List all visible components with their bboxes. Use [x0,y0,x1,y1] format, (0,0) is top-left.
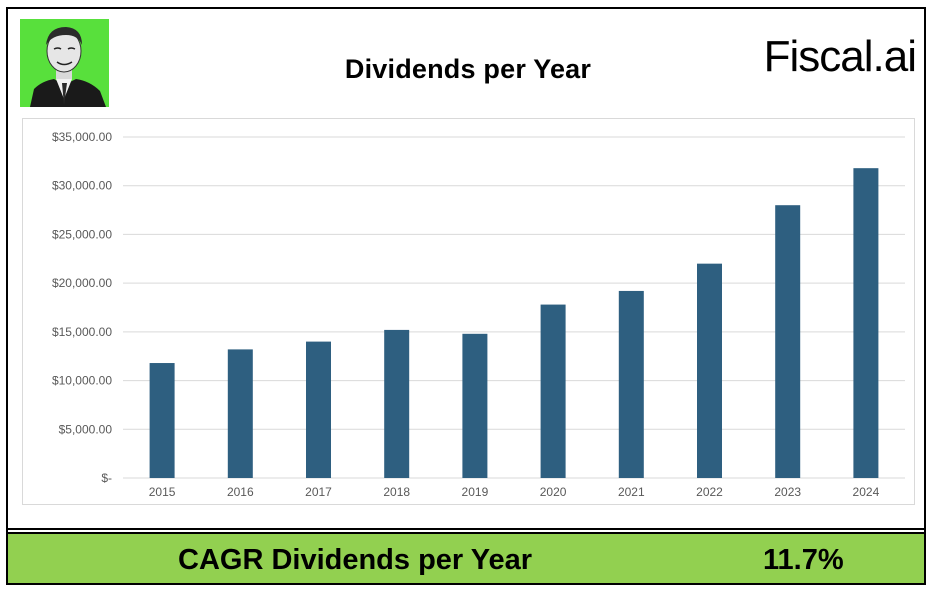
y-tick-label: $35,000.00 [52,130,112,144]
bar-2019 [462,333,488,478]
x-tick-label: 2024 [853,485,880,499]
bar-2022 [697,263,722,478]
x-tick-label: 2022 [696,485,723,499]
cagr-footer: CAGR Dividends per Year 11.7% [6,532,926,585]
bar-2020 [540,304,566,478]
x-tick-label: 2023 [774,485,801,499]
chart-area: $- $5,000.00 $10,000.00 $15,000.00 $20,000.0… [22,118,915,505]
bar-2023 [775,205,801,478]
bar-2018 [384,329,410,478]
y-tick-label: $5,000.00 [59,422,113,436]
person-portrait-icon [20,19,109,107]
x-tick-label: 2020 [540,485,567,499]
divider [6,528,926,530]
author-avatar [20,19,109,107]
x-tick-label: 2016 [227,485,254,499]
bar-2024 [853,168,879,479]
x-tick-label: 2021 [618,485,645,499]
cagr-label: CAGR Dividends per Year [178,544,533,576]
chart-title: Dividends per Year [344,54,592,84]
y-tick-label: $20,000.00 [52,276,112,290]
bar-2015 [149,363,175,478]
bar-chart: $- $5,000.00 $10,000.00 $15,000.00 $20,000.0… [52,130,905,499]
brand-logo: Fiscal.ai [763,32,917,81]
x-tick-label: 2015 [149,485,176,499]
y-tick-label: $- [101,471,112,485]
bar-2021 [618,290,644,478]
x-tick-label: 2019 [462,485,489,499]
cagr-value: 11.7% [763,544,844,576]
bar-2017 [306,341,331,478]
y-tick-label: $15,000.00 [52,325,112,339]
y-tick-label: $10,000.00 [52,374,112,388]
bar-2016 [227,349,253,478]
x-tick-label: 2017 [305,485,332,499]
y-tick-label: $30,000.00 [52,179,112,193]
x-tick-label: 2018 [383,485,410,499]
y-tick-label: $25,000.00 [52,227,112,241]
